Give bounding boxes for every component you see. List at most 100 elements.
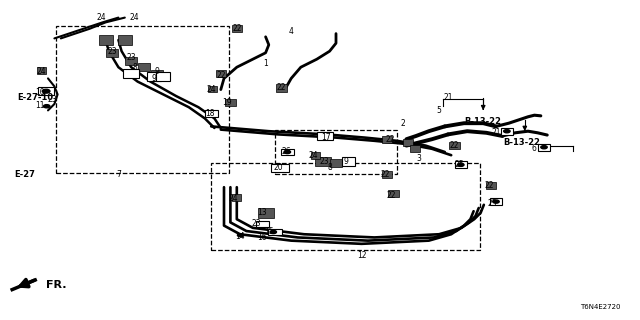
Bar — [123, 69, 140, 78]
Bar — [271, 164, 289, 172]
Text: T6N4E2720: T6N4E2720 — [580, 304, 621, 310]
Bar — [138, 63, 150, 71]
Bar — [147, 72, 161, 81]
Text: 7: 7 — [116, 170, 121, 179]
Bar — [211, 163, 480, 250]
Bar — [216, 70, 226, 77]
Text: 10: 10 — [35, 88, 45, 97]
Text: B-13-22: B-13-22 — [503, 138, 540, 147]
Circle shape — [458, 163, 464, 166]
Bar — [403, 139, 413, 146]
Text: 24: 24 — [96, 13, 106, 22]
Text: 20: 20 — [273, 164, 284, 172]
Text: 1: 1 — [263, 60, 268, 68]
Circle shape — [42, 89, 50, 93]
Bar — [382, 136, 392, 143]
Circle shape — [504, 130, 510, 133]
Text: 24: 24 — [206, 85, 216, 94]
Text: 9: 9 — [343, 157, 348, 166]
Text: 22: 22 — [485, 181, 494, 190]
Bar — [225, 99, 236, 106]
Bar — [208, 86, 217, 92]
Text: 9: 9 — [154, 68, 159, 76]
Bar — [455, 161, 467, 168]
Text: 22: 22 — [232, 24, 241, 33]
Circle shape — [493, 200, 499, 203]
Text: 22: 22 — [450, 141, 459, 150]
Text: 15: 15 — [264, 228, 274, 236]
Text: 23: 23 — [319, 157, 330, 166]
Text: 22: 22 — [386, 135, 395, 144]
Bar — [538, 144, 550, 151]
Text: E-27-10: E-27-10 — [17, 93, 53, 102]
Text: 23: 23 — [126, 53, 136, 62]
Circle shape — [270, 230, 276, 234]
Circle shape — [541, 146, 547, 149]
Bar — [232, 194, 241, 201]
Bar — [151, 70, 163, 77]
Bar — [257, 208, 274, 218]
Bar — [37, 67, 46, 74]
Bar — [275, 130, 397, 174]
Text: 23: 23 — [107, 47, 117, 56]
Bar — [156, 72, 170, 81]
Bar — [490, 198, 502, 205]
Text: 17: 17 — [321, 133, 332, 142]
Bar — [118, 35, 132, 45]
Text: 5: 5 — [436, 106, 441, 115]
Text: 6: 6 — [532, 144, 537, 153]
Text: B-13-22: B-13-22 — [465, 117, 502, 126]
Text: 3: 3 — [417, 154, 422, 163]
Text: 25: 25 — [454, 160, 465, 169]
Bar — [99, 35, 113, 45]
Bar — [38, 87, 54, 95]
Text: 24: 24 — [308, 151, 319, 160]
Circle shape — [44, 105, 50, 108]
Bar — [256, 221, 269, 227]
Text: 21: 21 — [444, 93, 452, 102]
Bar — [342, 157, 355, 166]
Text: 13: 13 — [257, 208, 268, 217]
Bar — [276, 84, 287, 92]
Text: 25: 25 — [488, 199, 498, 208]
Text: 8: 8 — [132, 63, 137, 72]
Text: 24: 24 — [228, 194, 239, 203]
Text: 22: 22 — [216, 71, 225, 80]
Text: E-27: E-27 — [14, 170, 35, 179]
Text: 22: 22 — [277, 84, 286, 92]
Bar — [330, 159, 342, 167]
Text: 12: 12 — [357, 252, 366, 260]
Text: 24: 24 — [36, 68, 47, 76]
Bar — [205, 110, 218, 117]
Bar — [486, 182, 496, 189]
Text: 9: 9 — [151, 74, 156, 83]
Bar — [232, 25, 242, 32]
Bar — [281, 149, 294, 155]
Bar — [56, 26, 229, 173]
Circle shape — [237, 234, 244, 237]
Bar — [388, 190, 399, 197]
Text: 11: 11 — [36, 101, 45, 110]
Text: 22: 22 — [381, 170, 390, 179]
Bar — [317, 132, 333, 140]
Bar — [268, 229, 282, 235]
Text: 19: 19 — [222, 98, 232, 107]
Bar — [311, 152, 320, 159]
Text: 26: 26 — [281, 148, 291, 156]
Text: 18: 18 — [205, 109, 214, 118]
Text: 23: 23 — [47, 95, 58, 104]
Bar — [315, 157, 332, 166]
Text: 14: 14 — [235, 232, 245, 241]
Text: 22: 22 — [387, 191, 396, 200]
Bar — [382, 171, 392, 178]
Text: 2: 2 — [401, 119, 406, 128]
Text: 24: 24 — [129, 13, 140, 22]
Text: FR.: FR. — [46, 280, 67, 290]
Bar — [125, 57, 137, 65]
Circle shape — [284, 150, 291, 154]
Bar — [449, 142, 460, 149]
Text: 8: 8 — [327, 163, 332, 172]
Bar — [106, 49, 118, 57]
Bar — [501, 128, 513, 135]
Text: 16: 16 — [257, 233, 268, 242]
